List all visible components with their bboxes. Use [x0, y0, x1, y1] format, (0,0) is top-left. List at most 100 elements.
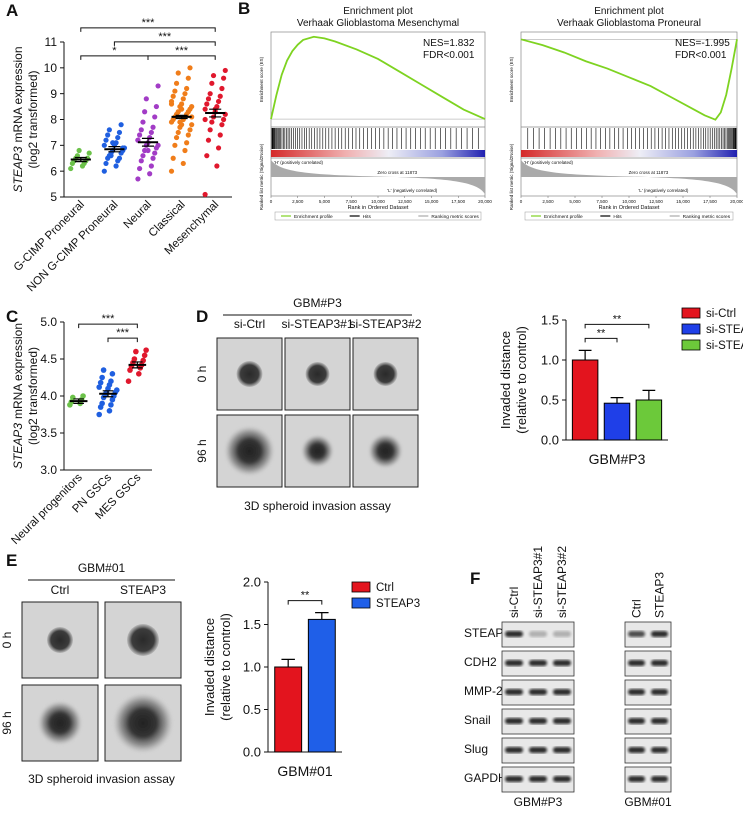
metric-label: 'L' (negatively correlated)	[638, 188, 688, 193]
sem-bar	[102, 390, 114, 398]
data-point	[105, 132, 111, 138]
bar	[571, 359, 599, 441]
metric-label: 'L' (negatively correlated)	[387, 188, 437, 193]
data-point	[108, 402, 114, 408]
x-tick-label: 15,000	[425, 199, 439, 204]
legend-label: STEAP3	[376, 598, 420, 610]
gene-name: STEAP3	[11, 423, 25, 469]
data-point	[68, 165, 74, 172]
legend-label: Hits	[613, 214, 622, 220]
significance-bracket	[147, 55, 216, 60]
significance-label: *	[112, 45, 117, 57]
data-point	[207, 91, 213, 97]
x-tick-label: 10,000	[622, 199, 636, 204]
data-point	[108, 153, 114, 159]
data-point	[204, 153, 210, 159]
data-point	[187, 65, 193, 71]
significance-bracket	[584, 337, 618, 343]
metric-label: Zero cross at 11873	[377, 170, 417, 175]
data-point	[108, 378, 114, 385]
enrichment-curve	[270, 35, 486, 120]
blot-band	[651, 689, 668, 695]
data-point	[172, 88, 178, 94]
y-tick-label: 4.5	[40, 352, 57, 366]
group-label: GBM#01	[78, 561, 126, 575]
y-tick-label: 6	[50, 164, 57, 178]
significance-bracket	[287, 600, 323, 605]
spheroid	[373, 362, 398, 386]
condition-label: si-STEAP3#1	[281, 317, 353, 331]
data-point	[209, 119, 215, 125]
data-point	[221, 116, 227, 123]
significance-bracket	[80, 27, 216, 32]
data-point	[150, 124, 156, 130]
x-tick-label: GBM#P3	[589, 451, 646, 467]
blot-band	[529, 689, 547, 695]
data-point	[116, 129, 123, 136]
data-point	[205, 137, 212, 143]
data-point	[113, 163, 119, 169]
x-tick-label: 17,500	[703, 199, 717, 204]
sem-bar	[108, 146, 121, 153]
rank-heatmap	[271, 150, 485, 157]
data-point	[110, 140, 116, 146]
data-point	[185, 132, 191, 138]
timepoint-label: 0 h	[195, 366, 209, 383]
y-tick-label: 11	[45, 35, 58, 49]
spheroid	[113, 693, 173, 753]
data-point	[137, 132, 143, 138]
legend-label: si-STEAP3#2	[706, 340, 743, 352]
protein-label: Snail	[464, 713, 491, 727]
spheroid	[38, 701, 82, 745]
spheroid	[305, 362, 330, 386]
timepoint-label: 0 h	[0, 632, 14, 649]
protein-label: STEAP3	[464, 626, 510, 640]
group-label: GBM#01	[624, 795, 672, 809]
y-axis-label: Ranked list metric (Signal2Noise)	[509, 143, 514, 210]
legend-label: Ranking metric scores	[683, 214, 731, 220]
data-point	[187, 127, 193, 133]
legend-swatch	[681, 323, 701, 335]
x-tick-label: 17,500	[451, 199, 465, 204]
y-tick-label: 5	[50, 190, 57, 204]
legend-label: Enrichment profile	[544, 214, 583, 220]
y-axis-label: STEAP3 mRNA expression	[11, 323, 25, 469]
blot-band	[529, 747, 547, 753]
blot-band	[505, 631, 523, 637]
data-point	[185, 75, 191, 81]
data-point	[99, 374, 105, 381]
significance-label: **	[613, 313, 622, 325]
data-point	[204, 101, 210, 107]
blot-band	[553, 776, 571, 782]
protein-label: Slug	[464, 742, 488, 756]
data-point	[137, 165, 143, 172]
data-point	[189, 103, 195, 110]
gsea-title: Enrichment plot	[594, 6, 664, 17]
data-point	[148, 129, 154, 136]
legend-label: si-STEAP3#1	[706, 324, 743, 336]
x-tick-label: 5,000	[569, 199, 581, 204]
x-tick-label: 0	[270, 199, 273, 204]
x-tick-label: 10,000	[371, 199, 385, 204]
legend-label: Ranking metric scores	[431, 214, 479, 220]
data-point	[179, 106, 185, 112]
significance-label: ***	[142, 17, 156, 29]
blot-band	[529, 660, 547, 666]
x-tick-label: 20,000	[730, 199, 743, 204]
data-point	[217, 132, 223, 138]
data-point	[143, 347, 149, 353]
spheroid	[368, 434, 403, 468]
legend-label: si-Ctrl	[706, 308, 736, 320]
protein-label: CDH2	[464, 655, 497, 669]
y-tick-label: 1.0	[541, 353, 559, 368]
y-tick-label: 0.5	[243, 702, 261, 717]
legend-label: Ctrl	[376, 582, 394, 594]
x-tick-label: 12,500	[649, 199, 663, 204]
gsea-title: Enrichment plot	[343, 6, 413, 17]
data-point	[172, 142, 178, 148]
error-bar	[281, 658, 295, 667]
data-point	[138, 158, 144, 164]
lane-label: STEAP3	[653, 572, 667, 618]
data-point	[99, 400, 105, 407]
x-tick-label: 0	[520, 199, 523, 204]
